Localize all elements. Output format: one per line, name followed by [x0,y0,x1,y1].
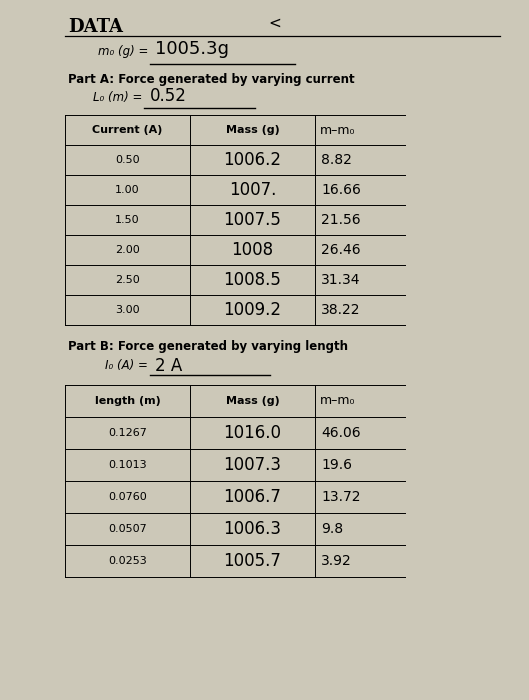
Text: 1008: 1008 [232,241,273,259]
Text: <: < [268,16,281,31]
Text: 13.72: 13.72 [321,490,360,504]
Text: 1.50: 1.50 [115,215,140,225]
Text: 1007.3: 1007.3 [223,456,281,474]
Text: 0.1267: 0.1267 [108,428,147,438]
Text: 1005.3g: 1005.3g [155,40,229,58]
Text: 16.66: 16.66 [321,183,361,197]
Text: 1007.: 1007. [229,181,276,199]
Text: 0.0253: 0.0253 [108,556,147,566]
Text: 0.52: 0.52 [150,87,187,105]
Text: 0.50: 0.50 [115,155,140,165]
Text: 3.00: 3.00 [115,305,140,315]
Text: 31.34: 31.34 [321,273,360,287]
Text: 38.22: 38.22 [321,303,360,317]
Text: 2.00: 2.00 [115,245,140,255]
Text: 9.8: 9.8 [321,522,343,536]
Text: 21.56: 21.56 [321,213,361,227]
Text: 1005.7: 1005.7 [224,552,281,570]
Text: m–m₀: m–m₀ [320,395,355,407]
Text: 1008.5: 1008.5 [224,271,281,289]
Text: 1006.3: 1006.3 [223,520,281,538]
Text: 1.00: 1.00 [115,185,140,195]
Text: 3.92: 3.92 [321,554,352,568]
Text: Current (A): Current (A) [93,125,163,135]
Text: Part B: Force generated by varying length: Part B: Force generated by varying lengt… [68,340,348,353]
Text: 1007.5: 1007.5 [224,211,281,229]
Text: Mass (g): Mass (g) [226,125,279,135]
Text: 26.46: 26.46 [321,243,361,257]
Text: m–m₀: m–m₀ [320,123,355,136]
Text: DATA: DATA [68,18,123,36]
Text: 2 A: 2 A [155,357,183,375]
Text: 1016.0: 1016.0 [223,424,281,442]
Text: length (m): length (m) [95,396,160,406]
Text: 19.6: 19.6 [321,458,352,472]
Text: 0.1013: 0.1013 [108,460,147,470]
Text: 2.50: 2.50 [115,275,140,285]
Text: 1006.2: 1006.2 [223,151,281,169]
Text: 46.06: 46.06 [321,426,361,440]
Text: 1009.2: 1009.2 [223,301,281,319]
Text: 0.0507: 0.0507 [108,524,147,534]
Text: I₀ (A) =: I₀ (A) = [105,359,148,372]
Text: m₀ (g) =: m₀ (g) = [98,45,148,58]
Text: L₀ (m) =: L₀ (m) = [93,91,142,104]
Text: Part A: Force generated by varying current: Part A: Force generated by varying curre… [68,73,354,86]
Text: 8.82: 8.82 [321,153,352,167]
Text: 0.0760: 0.0760 [108,492,147,502]
Text: 1006.7: 1006.7 [224,488,281,506]
Text: Mass (g): Mass (g) [226,396,279,406]
